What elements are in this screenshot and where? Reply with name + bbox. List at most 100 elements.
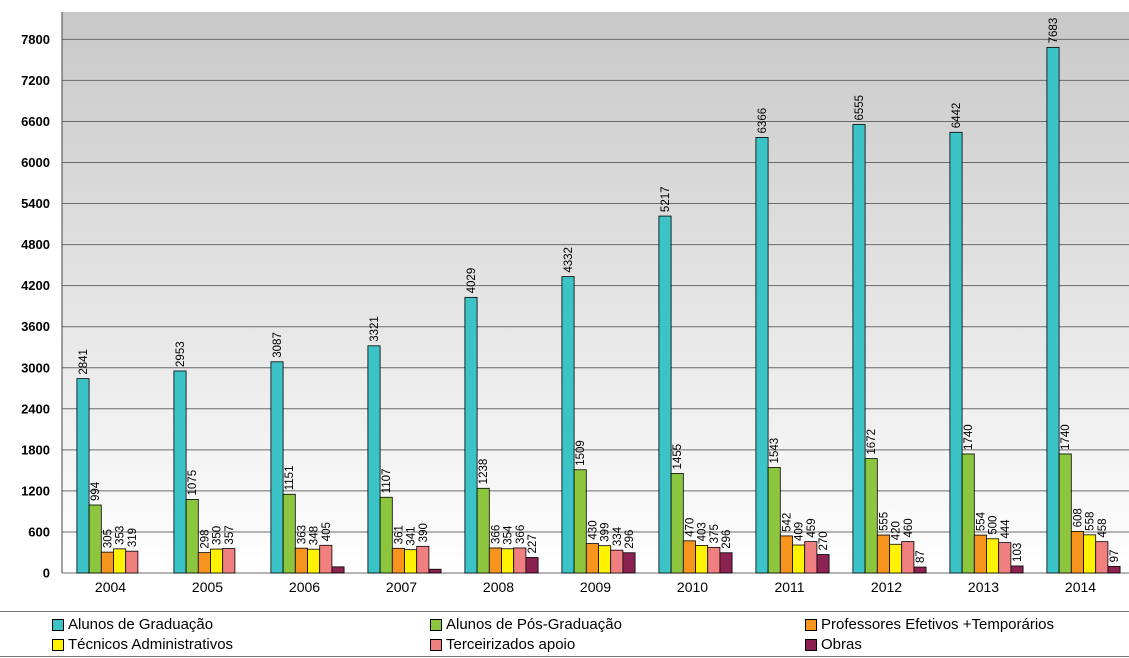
data-label: 399 bbox=[600, 523, 612, 542]
data-label: 354 bbox=[503, 525, 515, 545]
data-label: 409 bbox=[794, 522, 806, 541]
data-label: 6555 bbox=[854, 95, 866, 121]
bar bbox=[173, 370, 187, 574]
data-label: 1238 bbox=[478, 459, 490, 485]
bar bbox=[1058, 453, 1072, 574]
data-label: 403 bbox=[697, 522, 709, 541]
data-label: 3321 bbox=[369, 316, 381, 342]
data-label: 296 bbox=[721, 530, 733, 549]
data-label: 390 bbox=[418, 523, 430, 542]
bar bbox=[973, 534, 987, 574]
bar bbox=[88, 504, 102, 574]
data-label: 363 bbox=[296, 525, 308, 544]
bar bbox=[379, 496, 393, 574]
bar bbox=[1083, 534, 1097, 574]
x-tick-label: 2014 bbox=[1065, 579, 1096, 595]
data-label: 4029 bbox=[466, 268, 478, 294]
bar bbox=[816, 554, 830, 574]
bar bbox=[1095, 541, 1109, 574]
bar bbox=[961, 453, 975, 574]
legend-item: Obras bbox=[805, 636, 862, 653]
bar bbox=[428, 568, 442, 574]
data-label: 4332 bbox=[563, 247, 575, 273]
data-label: 227 bbox=[527, 534, 539, 553]
y-tick-label: 6600 bbox=[21, 114, 50, 129]
bar bbox=[707, 546, 721, 574]
data-label: 298 bbox=[199, 529, 211, 548]
data-label: 1455 bbox=[672, 444, 684, 470]
bars bbox=[76, 46, 1121, 574]
data-label: 341 bbox=[406, 526, 418, 545]
bar bbox=[804, 541, 818, 574]
bar bbox=[1107, 565, 1121, 574]
bar bbox=[197, 552, 211, 574]
bar bbox=[779, 535, 793, 574]
legend-label: Terceirizados apoio bbox=[446, 636, 576, 653]
data-label: 430 bbox=[587, 520, 599, 539]
data-label: 405 bbox=[321, 522, 333, 541]
bar bbox=[488, 547, 502, 574]
legend-item: Alunos de Graduação bbox=[52, 616, 213, 633]
x-tick-label: 2005 bbox=[192, 579, 223, 595]
data-label: 334 bbox=[612, 526, 624, 546]
legend-swatch bbox=[52, 638, 64, 651]
data-label: 420 bbox=[891, 521, 903, 540]
data-labels: 2841 994 305 353 319 2953 1075 298 350 357 3087 115… bbox=[78, 18, 1121, 563]
bar bbox=[270, 361, 284, 574]
bar bbox=[76, 378, 90, 574]
data-label: 319 bbox=[127, 528, 139, 547]
legend-label: Obras bbox=[821, 636, 862, 653]
bar bbox=[513, 547, 527, 574]
data-label: 608 bbox=[1072, 508, 1084, 527]
y-tick-label: 4200 bbox=[21, 278, 50, 293]
data-label: 357 bbox=[224, 525, 236, 544]
data-label: 366 bbox=[490, 525, 502, 544]
y-tick-label: 600 bbox=[28, 524, 50, 539]
bar bbox=[222, 548, 236, 574]
chart-svg: 0 600 1200 1800 2400 3000 3600 4200 4800 5400 6000… bbox=[21, 12, 1129, 595]
y-tick-label: 2400 bbox=[21, 401, 50, 416]
legend-item: Terceirizados apoio bbox=[430, 636, 575, 653]
data-label: 87 bbox=[915, 550, 927, 563]
y-tick-label: 7800 bbox=[21, 32, 50, 47]
bar bbox=[949, 131, 963, 574]
bar bbox=[670, 473, 684, 574]
bar bbox=[792, 544, 806, 574]
y-tick-label: 4800 bbox=[21, 237, 50, 252]
bar bbox=[319, 544, 333, 574]
bar bbox=[561, 276, 575, 574]
bar bbox=[864, 458, 878, 574]
data-label: 97 bbox=[1109, 550, 1121, 563]
data-label: 350 bbox=[212, 526, 224, 545]
data-label: 500 bbox=[988, 516, 1000, 535]
data-label: 296 bbox=[624, 530, 636, 549]
bar bbox=[294, 547, 308, 574]
data-label: 348 bbox=[309, 526, 321, 545]
bar bbox=[113, 548, 127, 574]
bar bbox=[719, 552, 733, 574]
bar bbox=[622, 552, 636, 574]
bar bbox=[876, 534, 890, 574]
bar bbox=[585, 543, 599, 574]
legend-item: Técnicos Administrativos bbox=[52, 636, 233, 653]
data-label: 1672 bbox=[866, 429, 878, 455]
data-label: 1151 bbox=[284, 466, 296, 491]
data-label: 270 bbox=[818, 531, 830, 550]
x-tick-label: 2006 bbox=[289, 579, 320, 595]
data-label: 7683 bbox=[1048, 18, 1060, 44]
legend-item: Professores Efetivos +Temporários bbox=[805, 616, 1054, 633]
x-tick-label: 2007 bbox=[386, 579, 417, 595]
bar bbox=[695, 545, 709, 574]
bar bbox=[416, 545, 430, 574]
data-label: 1543 bbox=[769, 438, 781, 464]
y-tick-label: 6000 bbox=[21, 155, 50, 170]
data-label: 6366 bbox=[757, 108, 769, 134]
legend-swatch bbox=[52, 618, 64, 631]
bar bbox=[1010, 565, 1024, 574]
bar bbox=[658, 215, 672, 574]
data-label: 375 bbox=[709, 524, 721, 543]
x-tick-label: 2010 bbox=[677, 579, 708, 595]
x-tick-label: 2008 bbox=[483, 579, 514, 595]
legend-label: Técnicos Administrativos bbox=[68, 636, 234, 653]
